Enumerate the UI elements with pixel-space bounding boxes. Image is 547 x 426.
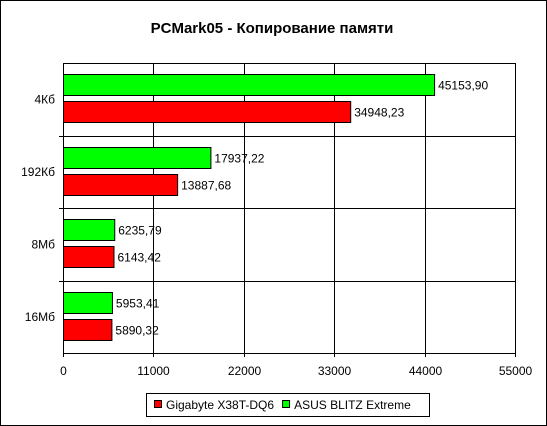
plot-area: 45153,90 34948,23 4Кб 17937,22 13887,68 192Кб… bbox=[21, 63, 533, 378]
data-label: 34948,23 bbox=[354, 106, 404, 120]
data-label: 5953,41 bbox=[116, 297, 160, 311]
x-tick-label: 22000 bbox=[228, 364, 262, 378]
x-tick-label: 55000 bbox=[499, 364, 533, 378]
legend-swatch bbox=[154, 400, 162, 408]
bar bbox=[63, 101, 352, 123]
plot-border bbox=[63, 63, 516, 354]
legend-label: ASUS BLITZ Extreme bbox=[294, 398, 411, 412]
legend: Gigabyte X38T-DQ6 ASUS BLITZ Extreme bbox=[146, 393, 430, 417]
y-tick-label: 16Мб bbox=[25, 310, 55, 324]
data-label: 6143,42 bbox=[117, 251, 161, 265]
x-tick-label: 33000 bbox=[318, 364, 352, 378]
data-label: 17937,22 bbox=[214, 152, 264, 166]
bar bbox=[63, 174, 179, 196]
legend-label: Gigabyte X38T-DQ6 bbox=[166, 398, 274, 412]
data-label: 6235,79 bbox=[118, 224, 162, 238]
bar bbox=[63, 74, 436, 96]
data-label: 45153,90 bbox=[438, 79, 488, 93]
bar bbox=[63, 292, 113, 314]
x-tick-label: 0 bbox=[60, 364, 67, 378]
y-tick-label: 4Кб bbox=[34, 92, 55, 106]
bar bbox=[63, 246, 115, 268]
bar bbox=[63, 319, 113, 341]
x-tick-label: 11000 bbox=[137, 364, 170, 378]
legend-swatch bbox=[282, 400, 291, 408]
bar bbox=[63, 219, 116, 241]
chart-title: PCMark05 - Копирование памяти bbox=[151, 20, 394, 37]
y-tick-label: 8Мб bbox=[31, 237, 55, 251]
bar bbox=[63, 147, 212, 169]
data-label: 13887,68 bbox=[181, 179, 231, 193]
data-label: 5890,32 bbox=[115, 324, 159, 338]
y-tick-label: 192Кб bbox=[21, 165, 55, 179]
x-tick-label: 44000 bbox=[409, 364, 443, 378]
